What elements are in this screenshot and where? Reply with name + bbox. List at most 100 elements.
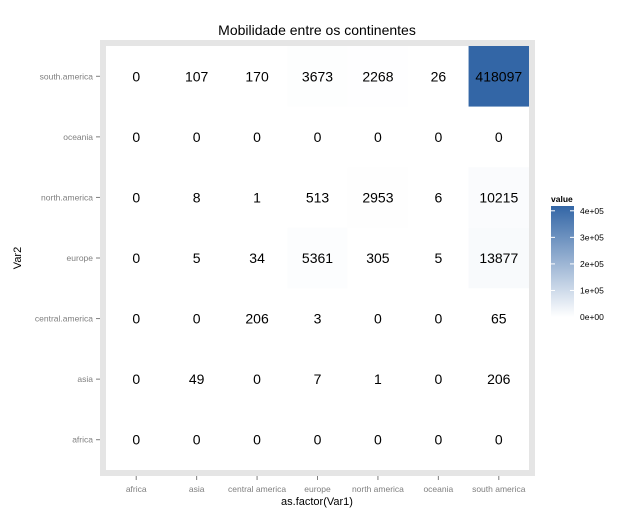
- cell-value-label: 0: [495, 129, 503, 145]
- heatmap-cell: [408, 409, 469, 470]
- heatmap-cell: [287, 409, 348, 470]
- cell-value-label: 2953: [362, 189, 393, 205]
- x-tick-label: asia: [189, 484, 205, 494]
- heatmap-cell: [287, 288, 348, 349]
- cell-value-label: 26: [431, 68, 447, 84]
- heatmap-cell: [226, 409, 288, 470]
- y-tick-label: oceania: [63, 132, 93, 142]
- legend-label: 0e+00: [580, 312, 604, 322]
- y-tick-label: north.america: [41, 192, 93, 202]
- heatmap-cell: [408, 167, 469, 228]
- cell-value-label: 206: [487, 371, 511, 387]
- heatmap-cell: [166, 106, 227, 168]
- cell-value-label: 0: [193, 311, 201, 327]
- heatmap-cell: [347, 288, 409, 349]
- cell-value-label: 0: [193, 432, 201, 448]
- cell-value-label: 65: [491, 311, 507, 327]
- heatmap-cell: [166, 227, 227, 289]
- cell-value-label: 0: [314, 129, 322, 145]
- color-legend: value 4e+05 3e+05 2e+05 1e+05 0e+00: [551, 194, 604, 322]
- y-tick-label: africa: [72, 435, 93, 445]
- cell-value-label: 1: [253, 189, 261, 205]
- heatmap-cell: [347, 106, 409, 168]
- heatmap-cell: [226, 46, 288, 107]
- cell-value-label: 3673: [302, 68, 333, 84]
- cell-value-label: 206: [245, 311, 269, 327]
- heatmap-cell: [106, 409, 167, 470]
- heatmap-cell: [106, 288, 167, 349]
- heatmap-cell: [226, 288, 288, 349]
- cell-value-label: 7: [314, 371, 322, 387]
- y-axis: africa asia central.america europe north.ame…: [35, 71, 100, 445]
- y-axis-title: Var2: [12, 247, 24, 269]
- heatmap-cell: [347, 227, 409, 289]
- cell-value-label: 34: [249, 250, 265, 266]
- heatmap-cell: [287, 46, 348, 107]
- heatmap-cell: [468, 409, 529, 470]
- y-tick-label: central.america: [35, 314, 93, 324]
- cell-value-label: 2268: [362, 68, 393, 84]
- cell-value-label: 5361: [302, 250, 333, 266]
- heatmap-cell: [408, 348, 469, 410]
- legend-label: 3e+05: [580, 232, 604, 242]
- heatmap-cell: [347, 409, 409, 470]
- cell-value-label: 0: [193, 129, 201, 145]
- heatmap-cell: [226, 348, 288, 410]
- heatmap-cell: [287, 106, 348, 168]
- cell-value-label: 6: [434, 189, 442, 205]
- heatmap-cell: [226, 167, 288, 228]
- cell-value-label: 107: [185, 68, 209, 84]
- cell-value-label: 5: [193, 250, 201, 266]
- y-tick-label: europe: [67, 253, 94, 263]
- cell-value-label: 0: [434, 371, 442, 387]
- heatmap-cell: [347, 348, 409, 410]
- cell-value-label: 0: [132, 371, 140, 387]
- cell-value-label: 513: [306, 189, 330, 205]
- cell-value-label: 0: [132, 250, 140, 266]
- heatmap-cell: [468, 106, 529, 168]
- legend-label: 1e+05: [580, 285, 604, 295]
- cell-value-label: 3: [314, 311, 322, 327]
- cell-value-label: 13877: [479, 250, 518, 266]
- x-tick-label: south america: [472, 484, 526, 494]
- legend-label: 4e+05: [580, 206, 604, 216]
- heatmap-cell: [287, 348, 348, 410]
- heatmap-cell: [408, 227, 469, 289]
- heatmap-cell: [166, 288, 227, 349]
- heatmap-cell: [106, 106, 167, 168]
- heatmap-cell: [226, 227, 288, 289]
- y-tick-label: asia: [77, 374, 93, 384]
- cell-value-label: 0: [374, 311, 382, 327]
- cell-value-label: 0: [374, 129, 382, 145]
- cell-value-label: 0: [132, 311, 140, 327]
- cell-value-label: 0: [434, 432, 442, 448]
- cell-value-label: 5: [434, 250, 442, 266]
- heatmap-cell: [408, 288, 469, 349]
- heatmap-cell: [106, 227, 167, 289]
- heatmap-cell: [468, 348, 529, 410]
- cell-value-label: 418097: [475, 68, 522, 84]
- heatmap-cell: [287, 227, 348, 289]
- heatmap-cell: [468, 288, 529, 349]
- cell-value-label: 305: [366, 250, 390, 266]
- cell-value-label: 170: [245, 68, 269, 84]
- heatmap-cell: [226, 106, 288, 168]
- cell-value-label: 0: [132, 432, 140, 448]
- y-tick-label: south.america: [40, 71, 94, 81]
- cell-value-label: 0: [253, 432, 261, 448]
- cell-value-label: 0: [374, 432, 382, 448]
- cell-value-label: 0: [434, 129, 442, 145]
- x-tick-label: oceania: [423, 484, 453, 494]
- x-axis-title: as.factor(Var1): [281, 496, 353, 508]
- x-tick-label: africa: [126, 484, 147, 494]
- cell-value-label: 0: [253, 129, 261, 145]
- x-axis: africa asia central america europe north ame…: [126, 476, 526, 494]
- heatmap-cell: [166, 348, 227, 410]
- cell-value-label: 10215: [479, 189, 518, 205]
- chart-title: Mobilidade entre os continentes: [218, 22, 416, 38]
- heatmap-cell: [408, 106, 469, 168]
- cell-value-label: 0: [132, 189, 140, 205]
- heatmap-cell: [166, 46, 227, 107]
